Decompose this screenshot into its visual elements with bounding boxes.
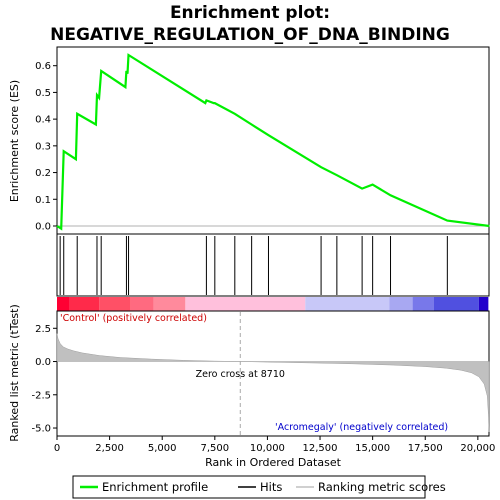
- x-tick-label: 5,000: [148, 443, 177, 454]
- es-ytick-label: 0.4: [35, 115, 51, 126]
- es-ytick-label: 0.2: [35, 168, 51, 179]
- es-ytick-label: 0.3: [35, 141, 51, 152]
- colorbar-segment: [389, 297, 413, 311]
- x-tick-label: 0: [54, 443, 60, 454]
- metric-ytick-label: 2.5: [35, 324, 51, 335]
- es-panel-frame: [56, 46, 490, 235]
- x-axis-label: Rank in Ordered Dataset: [205, 456, 342, 469]
- x-tick-label: 17,500: [408, 443, 443, 454]
- x-tick-label: 10,000: [250, 443, 285, 454]
- zero-cross-label: Zero cross at 8710: [196, 369, 285, 380]
- colorbar-segment: [69, 297, 100, 311]
- x-tick-label: 12,500: [303, 443, 338, 454]
- es-ytick-label: 0.5: [35, 88, 51, 99]
- ranking-metric-area: [56, 333, 490, 433]
- colorbar-segment: [305, 297, 390, 311]
- colorbar-segment: [153, 297, 186, 311]
- colorbar-segment: [412, 297, 434, 311]
- positive-correlation-label: 'Control' (positively correlated): [60, 313, 207, 324]
- colorbar-segment: [130, 297, 154, 311]
- colorbar-segment: [433, 297, 479, 311]
- colorbar-segment: [478, 297, 489, 311]
- legend-hits-label: Hits: [260, 480, 282, 494]
- es-axis-label: Enrichment score (ES): [8, 80, 21, 202]
- es-ytick-label: 0.6: [35, 61, 51, 72]
- es-ytick-label: 0.1: [35, 195, 51, 206]
- chart-title-line1: Enrichment plot:: [170, 3, 330, 23]
- colorbar-segment: [99, 297, 131, 311]
- colorbar-segment: [185, 297, 306, 311]
- es-ytick-label: 0.0: [35, 221, 51, 232]
- metric-ytick-label: -2.5: [31, 390, 51, 401]
- negative-correlation-label: 'Acromegaly' (negatively correlated): [275, 422, 448, 433]
- x-tick-label: 7,500: [200, 443, 229, 454]
- legend-enrichment-label: Enrichment profile: [102, 480, 208, 494]
- enrichment-profile-line: [56, 53, 490, 231]
- metric-ytick-label: 0.0: [35, 357, 51, 368]
- hits-panel-frame: [56, 233, 490, 297]
- x-tick-label: 2,500: [95, 443, 124, 454]
- chart-title-line2: NEGATIVE_REGULATION_OF_DNA_BINDING: [50, 25, 450, 45]
- metric-axis-label: Ranked list metric (tTest): [8, 304, 21, 441]
- metric-ytick-label: -5.0: [31, 424, 51, 435]
- legend-metric-label: Ranking metric scores: [318, 480, 446, 494]
- x-tick-label: 15,000: [355, 443, 390, 454]
- x-tick-label: 20,000: [460, 443, 495, 454]
- colorbar-segment: [57, 297, 70, 311]
